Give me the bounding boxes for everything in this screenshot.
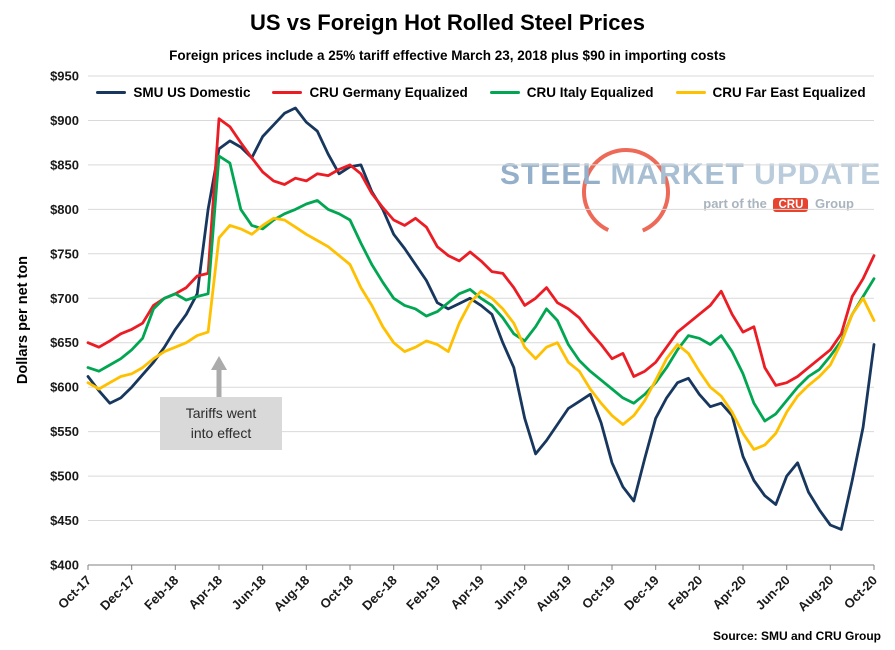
svg-text:Oct-19: Oct-19	[579, 573, 618, 612]
watermark-word-update: UPDATE	[754, 158, 882, 191]
svg-text:$400: $400	[50, 558, 79, 573]
svg-text:$900: $900	[50, 113, 79, 128]
legend-label: SMU US Domestic	[133, 85, 251, 100]
watermark-tagline-suffix: Group	[815, 196, 854, 211]
svg-text:Aug-20: Aug-20	[795, 573, 837, 615]
svg-text:Dec-17: Dec-17	[97, 573, 138, 614]
svg-text:Aug-19: Aug-19	[533, 573, 575, 615]
svg-text:Aug-18: Aug-18	[271, 573, 313, 615]
chart-title: US vs Foreign Hot Rolled Steel Prices	[250, 10, 645, 35]
legend-line-swatch	[675, 90, 706, 95]
svg-text:$650: $650	[50, 335, 79, 350]
legend-label: CRU Germany Equalized	[309, 85, 468, 100]
legend-item-cru-italy[interactable]: CRU Italy Equalized	[489, 85, 654, 100]
svg-text:Apr-18: Apr-18	[185, 573, 225, 613]
smu-watermark: STEEL MARKET UPDATE part of the CRU Grou…	[500, 148, 880, 248]
svg-text:Jun-18: Jun-18	[229, 573, 269, 613]
legend-label: CRU Italy Equalized	[526, 85, 654, 100]
legend-line-swatch	[272, 90, 303, 95]
source-note: Source: SMU and CRU Group	[712, 629, 881, 643]
svg-text:Oct-18: Oct-18	[317, 573, 356, 612]
legend-line-swatch	[489, 90, 520, 95]
watermark-brand: STEEL MARKET UPDATE	[500, 158, 880, 192]
legend-item-cru-germany[interactable]: CRU Germany Equalized	[272, 85, 468, 100]
svg-text:Jun-19: Jun-19	[491, 573, 531, 613]
svg-text:Feb-19: Feb-19	[403, 573, 443, 613]
watermark-word-market: MARKET	[610, 158, 745, 191]
svg-text:Apr-20: Apr-20	[709, 573, 749, 613]
svg-text:$850: $850	[50, 157, 79, 172]
svg-text:$750: $750	[50, 246, 79, 261]
legend-item-smu-us-domestic[interactable]: SMU US Domestic	[96, 85, 250, 100]
svg-text:Dec-19: Dec-19	[621, 573, 662, 614]
svg-text:Oct-20: Oct-20	[841, 573, 880, 612]
svg-text:$550: $550	[50, 424, 79, 439]
legend-label: CRU Far East Equalized	[712, 85, 866, 100]
legend-line-swatch	[96, 90, 127, 95]
chart-subtitle: Foreign prices include a 25% tariff effe…	[169, 48, 726, 63]
svg-text:Jun-20: Jun-20	[753, 573, 793, 613]
svg-text:Feb-20: Feb-20	[665, 573, 705, 613]
svg-text:Oct-17: Oct-17	[55, 573, 94, 612]
svg-text:$950: $950	[50, 69, 79, 84]
watermark-tagline: part of the CRU Group	[500, 196, 860, 212]
svg-text:$450: $450	[50, 513, 79, 528]
tariff-annotation-text: Tariffs went into effect	[160, 397, 282, 451]
legend-item-cru-far-east[interactable]: CRU Far East Equalized	[675, 85, 866, 100]
svg-text:$700: $700	[50, 291, 79, 306]
svg-text:$600: $600	[50, 380, 79, 395]
svg-text:Dec-18: Dec-18	[359, 573, 400, 614]
watermark-word-steel: STEEL	[500, 158, 602, 191]
svg-text:$500: $500	[50, 469, 79, 484]
cru-badge: CRU	[773, 198, 809, 212]
legend: SMU US Domestic CRU Germany Equalized CR…	[88, 85, 874, 100]
up-arrow-icon	[211, 356, 227, 398]
svg-text:Apr-19: Apr-19	[447, 573, 487, 613]
svg-text:Feb-18: Feb-18	[141, 573, 181, 613]
svg-text:$800: $800	[50, 202, 79, 217]
watermark-tagline-prefix: part of the	[703, 196, 767, 211]
